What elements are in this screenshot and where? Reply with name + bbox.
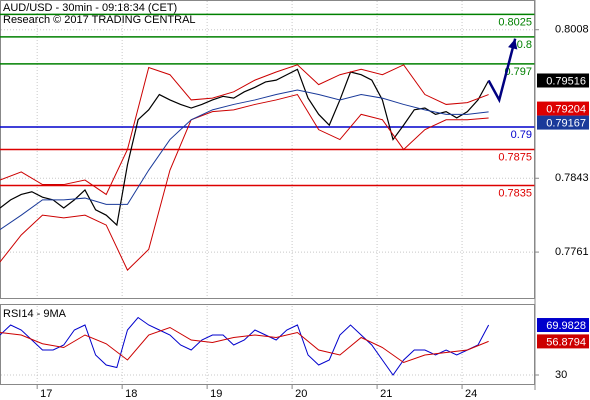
- last-value-label: 56.8794: [546, 336, 586, 348]
- level-label: 0.8: [517, 39, 532, 51]
- x-tick-label: 18: [125, 388, 137, 400]
- marker-value-label: 0.79204: [546, 103, 586, 115]
- forecast-arrowhead: [508, 38, 518, 50]
- marker-value-box: [537, 101, 589, 116]
- last-value-label: 69.9828: [546, 320, 586, 332]
- last-value-box: [537, 334, 589, 349]
- x-tick-label: 24: [465, 388, 477, 400]
- level-label: 0.8025: [498, 16, 532, 28]
- series-line: [0, 64, 489, 196]
- y-tick-label: 0.8008: [555, 24, 589, 36]
- rsi-title: RSI14 - 9MA: [3, 308, 67, 320]
- chart-subtitle: Research © 2017 TRADING CENTRAL: [3, 14, 196, 26]
- level-label: 0.797: [504, 66, 532, 78]
- x-tick-label: 17: [40, 388, 52, 400]
- y-tick-label: 30: [555, 369, 567, 381]
- level-label: 0.7835: [498, 187, 532, 199]
- forecast-arrow: [487, 38, 517, 104]
- y-tick-label: 0.7843: [555, 172, 589, 184]
- series-line: [0, 89, 489, 230]
- series-line: [0, 68, 490, 227]
- x-tick-label: 19: [210, 388, 222, 400]
- last-value-box: [537, 115, 589, 130]
- level-label: 0.7875: [498, 151, 532, 163]
- last-value-box: [537, 318, 589, 333]
- x-tick-label: 21: [380, 388, 392, 400]
- rsi-panel-frame: [0, 304, 535, 385]
- level-label: 0.79: [511, 129, 532, 141]
- series-line: [0, 326, 489, 364]
- last-value-label: 0.79167: [546, 117, 586, 129]
- x-tick-label: 20: [295, 388, 307, 400]
- last-value-label: 0.79516: [546, 75, 586, 87]
- series-line: [0, 316, 490, 376]
- y-tick-label: 0.7761: [555, 246, 589, 258]
- last-value-box: [537, 73, 589, 88]
- series-line: [0, 93, 489, 271]
- chart-title: AUD/USD - 30min - 09:18:34 (CET): [3, 2, 177, 14]
